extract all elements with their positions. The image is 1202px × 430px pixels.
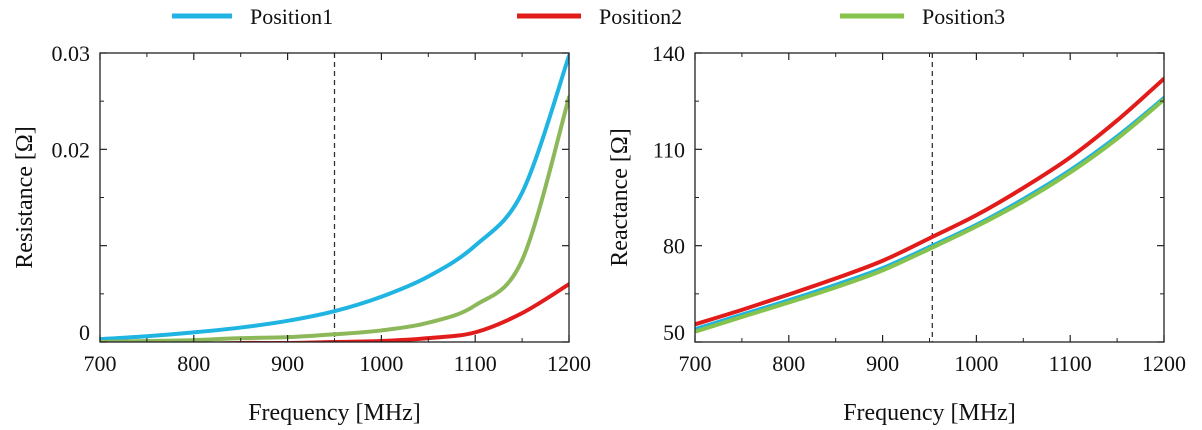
x-tick-label: 800 [177, 351, 210, 376]
x-tick-label: 1200 [547, 351, 591, 376]
x-tick-label: 900 [271, 351, 304, 376]
y-axis-label: Reactance [Ω] [607, 128, 633, 266]
x-tick-label: 1100 [454, 351, 497, 376]
series-line-position2 [100, 282, 569, 342]
x-tick-label: 1000 [359, 351, 403, 376]
y-tick-label: 110 [653, 137, 685, 162]
legend-label: Position3 [922, 4, 1005, 29]
legend-item-position1: Position1 [172, 4, 333, 29]
legend-label: Position1 [250, 4, 333, 29]
series-line-position1 [100, 53, 569, 342]
legend-item-position3: Position3 [840, 4, 1005, 29]
y-tick-label: 0 [79, 320, 90, 345]
y-tick-label: 0.03 [52, 41, 91, 66]
series-line-position2 [695, 76, 1164, 327]
y-tick-label: 140 [652, 41, 685, 66]
x-tick-label: 700 [679, 351, 712, 376]
series-line-position3 [100, 95, 569, 342]
y-tick-label: 0.02 [52, 137, 91, 162]
series-group [100, 53, 569, 342]
x-axis-label: Frequency [MHz] [248, 400, 421, 426]
legend-item-position2: Position2 [517, 4, 682, 29]
x-tick-label: 800 [772, 351, 805, 376]
y-tick-label: 50 [663, 320, 685, 345]
legend: Position1 Position2 Position3 [172, 4, 1005, 29]
y-tick-label: 80 [663, 234, 685, 259]
legend-label: Position2 [599, 4, 682, 29]
x-tick-label: 1000 [954, 351, 998, 376]
x-axis-label: Frequency [MHz] [843, 400, 1016, 426]
x-tick-label: 1200 [1142, 351, 1186, 376]
y-axis-label: Resistance [Ω] [12, 126, 38, 268]
reactance-plot: 700 800 900 1000 1100 1200 50 80 110 140 Frequency… [607, 41, 1186, 426]
resistance-plot: 700 800 900 1000 1100 1200 0 0.02 0.03 Frequency … [12, 41, 591, 426]
x-tick-label: 1100 [1049, 351, 1092, 376]
x-tick-label: 700 [84, 351, 117, 376]
x-tick-label: 900 [866, 351, 899, 376]
series-group [695, 76, 1164, 334]
plot-frame [694, 52, 1165, 343]
series-line-position1 [695, 95, 1164, 332]
series-line-position3 [695, 97, 1164, 334]
